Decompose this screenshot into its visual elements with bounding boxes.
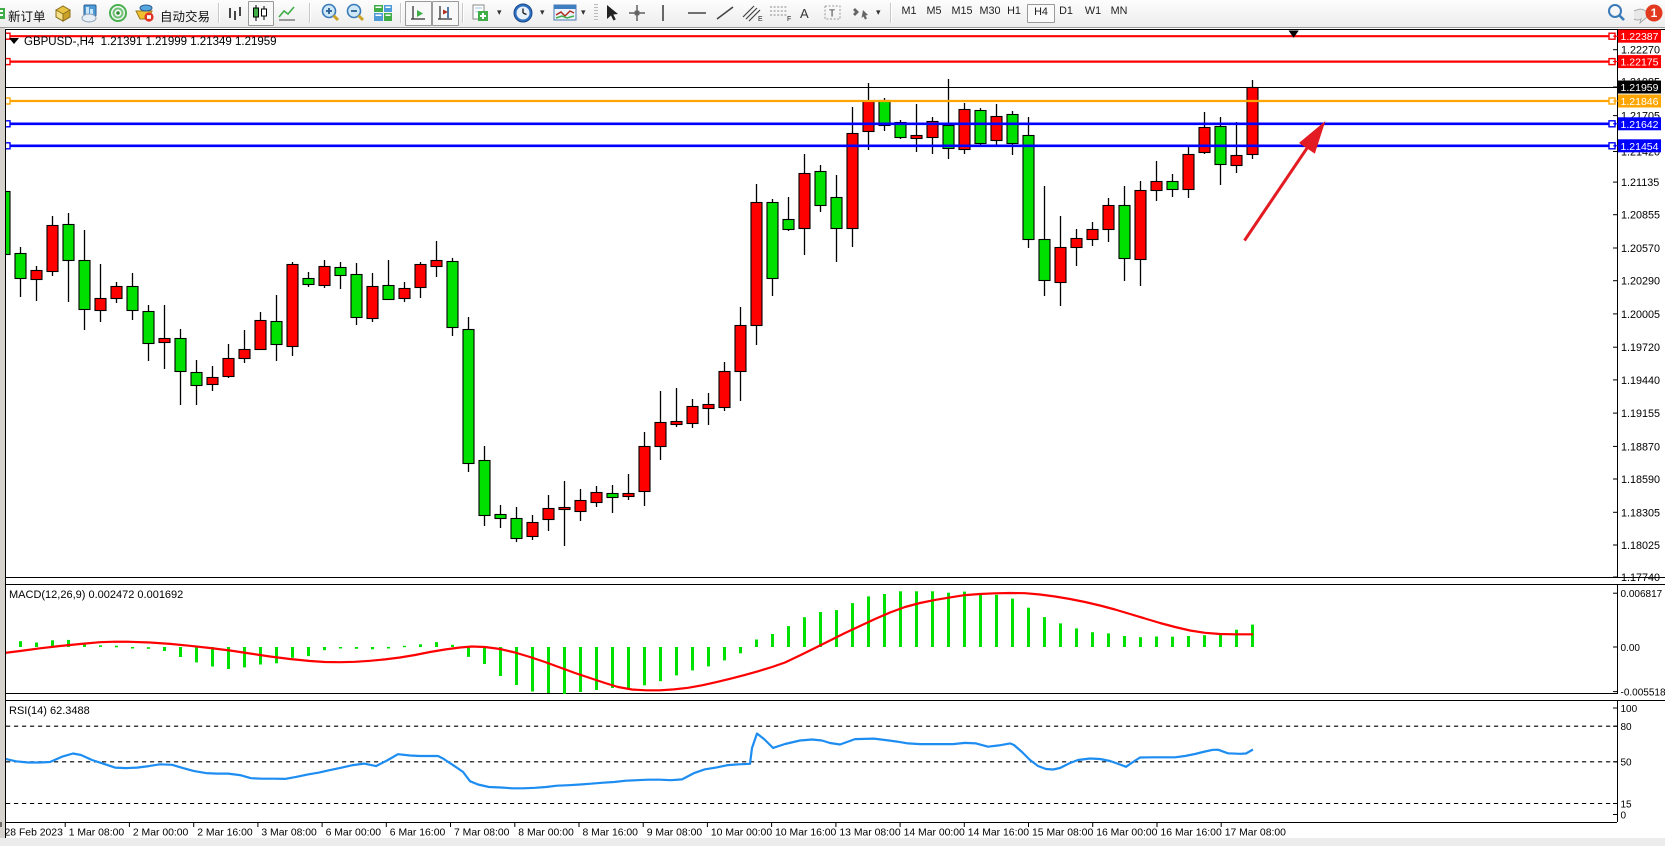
svg-text:1.22270: 1.22270 <box>1621 45 1660 57</box>
svg-text:T: T <box>829 9 835 20</box>
svg-text:E: E <box>758 16 763 23</box>
svg-text:13 Mar 08:00: 13 Mar 08:00 <box>839 828 900 839</box>
svg-text:7 Mar 08:00: 7 Mar 08:00 <box>454 828 510 839</box>
svg-text:1.18305: 1.18305 <box>1621 507 1660 519</box>
svg-text:10 Mar 16:00: 10 Mar 16:00 <box>775 828 836 839</box>
svg-text:1.21135: 1.21135 <box>1621 177 1659 189</box>
svg-text:14 Mar 00:00: 14 Mar 00:00 <box>904 828 965 839</box>
svg-text:1.20570: 1.20570 <box>1621 243 1660 255</box>
svg-text:1.21642: 1.21642 <box>1621 119 1659 131</box>
svg-text:MACD(12,26,9) 0.002472 0.00169: MACD(12,26,9) 0.002472 0.001692 <box>9 589 183 601</box>
svg-text:1.19440: 1.19440 <box>1621 375 1660 387</box>
svg-text:GBPUSD-,H4 1.21391 1.21999 1.: GBPUSD-,H4 1.21391 1.21999 1.21349 1.219… <box>24 36 277 48</box>
svg-text:1.22175: 1.22175 <box>1621 57 1659 69</box>
svg-text:16 Mar 00:00: 16 Mar 00:00 <box>1096 828 1157 839</box>
svg-text:1.20290: 1.20290 <box>1621 276 1660 288</box>
svg-text:0: 0 <box>1621 810 1627 821</box>
svg-text:10 Mar 00:00: 10 Mar 00:00 <box>711 828 772 839</box>
svg-text:28 Feb 2023: 28 Feb 2023 <box>5 828 64 839</box>
svg-text:6 Mar 00:00: 6 Mar 00:00 <box>326 828 382 839</box>
svg-text:2 Mar 16:00: 2 Mar 16:00 <box>197 828 253 839</box>
svg-text:1.22387: 1.22387 <box>1621 31 1659 43</box>
svg-text:1.19720: 1.19720 <box>1621 342 1660 354</box>
svg-text:100: 100 <box>1621 704 1638 715</box>
svg-text:1.17740: 1.17740 <box>1621 572 1660 584</box>
svg-text:8 Mar 00:00: 8 Mar 00:00 <box>518 828 574 839</box>
svg-text:6 Mar 16:00: 6 Mar 16:00 <box>390 828 446 839</box>
svg-text:0.006817: 0.006817 <box>1621 589 1663 600</box>
svg-text:RSI(14) 62.3488: RSI(14) 62.3488 <box>9 705 90 717</box>
svg-text:1.18025: 1.18025 <box>1621 540 1660 552</box>
svg-text:16 Mar 16:00: 16 Mar 16:00 <box>1161 828 1222 839</box>
svg-text:15 Mar 08:00: 15 Mar 08:00 <box>1032 828 1093 839</box>
svg-text:8 Mar 16:00: 8 Mar 16:00 <box>583 828 639 839</box>
svg-text:1.18590: 1.18590 <box>1621 474 1660 486</box>
svg-text:1.19155: 1.19155 <box>1621 408 1660 420</box>
svg-text:1 Mar 08:00: 1 Mar 08:00 <box>69 828 125 839</box>
svg-text:17 Mar 08:00: 17 Mar 08:00 <box>1225 828 1286 839</box>
svg-text:15: 15 <box>1621 799 1633 810</box>
svg-text:1.18870: 1.18870 <box>1621 441 1660 453</box>
svg-text:80: 80 <box>1621 722 1633 733</box>
svg-text:1.21959: 1.21959 <box>1621 82 1659 94</box>
svg-text:-0.005518: -0.005518 <box>1621 687 1665 698</box>
svg-text:0.00: 0.00 <box>1621 643 1641 654</box>
svg-text:2 Mar 00:00: 2 Mar 00:00 <box>133 828 189 839</box>
svg-text:1.21846: 1.21846 <box>1621 96 1659 108</box>
svg-text:3 Mar 08:00: 3 Mar 08:00 <box>261 828 317 839</box>
svg-text:F: F <box>787 16 791 23</box>
svg-text:50: 50 <box>1621 758 1633 769</box>
svg-text:1: 1 <box>1651 6 1658 20</box>
svg-text:1.21454: 1.21454 <box>1621 141 1659 153</box>
svg-text:9 Mar 08:00: 9 Mar 08:00 <box>647 828 703 839</box>
svg-text:1.20855: 1.20855 <box>1621 210 1660 222</box>
svg-text:1.20005: 1.20005 <box>1621 309 1660 321</box>
svg-text:14 Mar 16:00: 14 Mar 16:00 <box>968 828 1029 839</box>
